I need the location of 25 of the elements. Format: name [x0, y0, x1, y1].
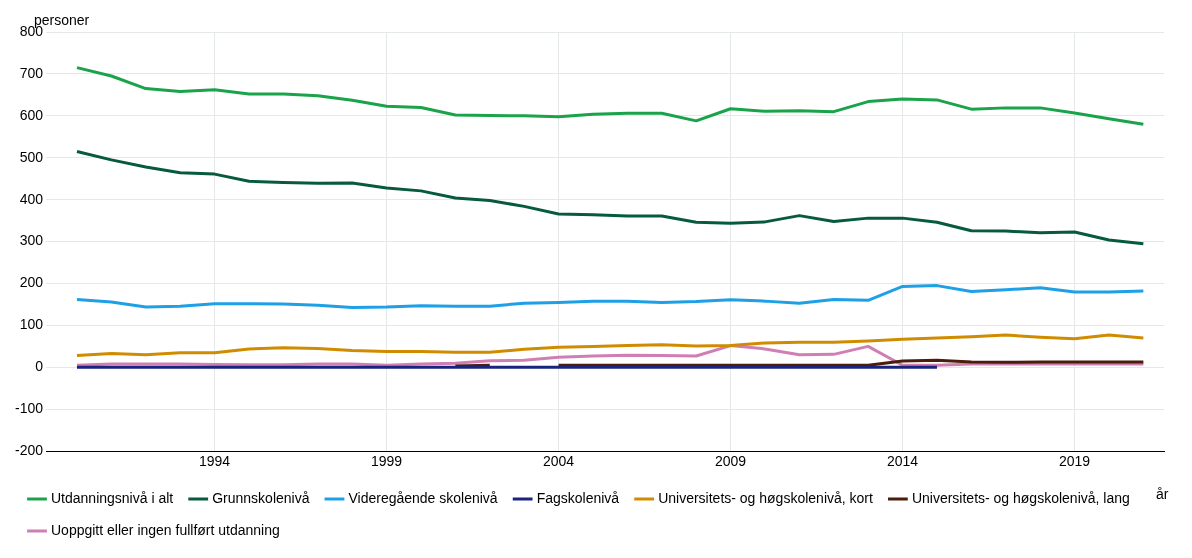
x-axis-title: år	[1156, 485, 1169, 502]
legend-label: Universitets- og høgskolenivå, kort	[658, 489, 873, 506]
legend-label: Videregående skolenivå	[348, 489, 498, 506]
legend-label: Fagskolenivå	[536, 489, 620, 506]
legend-label: Utdanningsnivå i alt	[51, 489, 174, 506]
y-tick-label: 400	[19, 190, 44, 207]
x-tick-label: 2009	[714, 453, 747, 470]
y-tick-label: 0	[35, 358, 44, 375]
y-tick-label: 100	[19, 316, 44, 333]
legend-label: Universitets- og høgskolenivå, lang	[911, 489, 1130, 506]
x-tick-label: 2019	[1058, 453, 1091, 470]
y-tick-label: 200	[19, 274, 44, 291]
y-tick-label: -100	[14, 400, 44, 417]
y-axis-title: personer	[34, 11, 90, 28]
legend-label: Uoppgitt eller ingen fullført utdanning	[51, 521, 280, 538]
y-tick-label: 300	[19, 232, 44, 249]
legend-label: Grunnskolenivå	[212, 489, 310, 506]
y-tick-label: 500	[19, 148, 44, 165]
x-tick-label: 2004	[542, 453, 575, 470]
y-tick-label: -200	[14, 442, 44, 459]
y-tick-label: 600	[19, 106, 44, 123]
y-tick-label: 700	[19, 64, 44, 81]
x-tick-label: 1999	[371, 453, 403, 470]
x-tick-label: 1994	[199, 453, 231, 470]
x-tick-label: 2014	[886, 453, 919, 470]
